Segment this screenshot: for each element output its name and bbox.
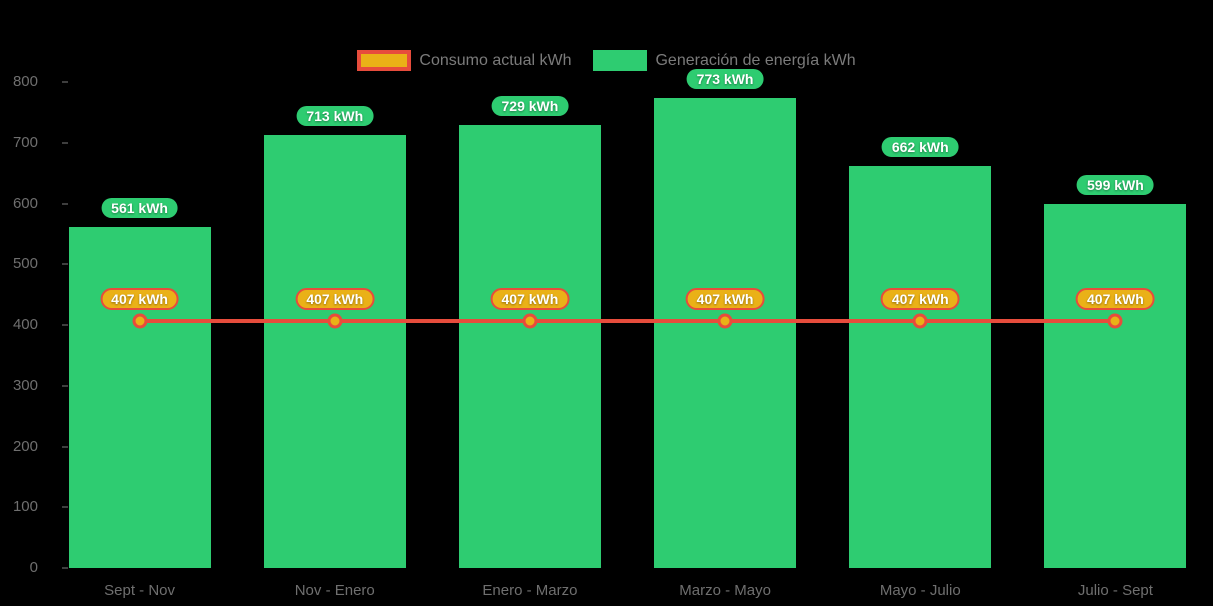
consumo-value-label: 407 kWh [490, 287, 570, 310]
y-axis-tick-label: 0 [29, 559, 38, 576]
y-axis-tick-mark [62, 202, 68, 205]
y-axis-tick-mark [62, 506, 68, 509]
generacion-legend-swatch-icon [593, 50, 648, 71]
generacion-bar[interactable] [263, 134, 406, 568]
x-axis-category-label: Mayo - Julio [879, 582, 961, 599]
chart-legend: Consumo actual kWh Generación de energía… [0, 50, 1213, 71]
generacion-bar[interactable] [68, 227, 211, 568]
y-axis-tick-mark [62, 141, 68, 144]
legend-label-consumo: Consumo actual kWh [419, 51, 572, 69]
y-axis-tick-mark [62, 81, 68, 83]
generacion-value-label: 713 kWh [296, 105, 374, 126]
generacion-bar[interactable] [849, 165, 992, 568]
generacion-bar[interactable] [654, 98, 797, 568]
x-axis-category-label: Sept - Nov [104, 582, 176, 599]
y-axis-tick-label: 600 [12, 194, 38, 212]
y-axis-tick-label: 300 [12, 376, 38, 394]
consumo-value-label: 407 kWh [880, 287, 960, 310]
generacion-bar[interactable] [1044, 204, 1187, 568]
y-axis-tick-label: 400 [12, 316, 38, 333]
generacion-value-label: 662 kWh [881, 136, 959, 157]
y-axis-tick-label: 800 [12, 73, 38, 90]
y-axis-tick-label: 500 [12, 255, 38, 273]
generacion-value-label: 561 kWh [101, 198, 178, 219]
consumo-point[interactable] [132, 313, 148, 329]
consumo-value-label: 407 kWh [295, 287, 375, 310]
consumo-value-label: 407 kWh [100, 287, 179, 310]
consumo-point[interactable] [717, 313, 733, 329]
y-axis-tick-mark [62, 384, 68, 387]
y-axis-tick-mark [62, 324, 68, 326]
generacion-value-label: 773 kWh [686, 69, 764, 90]
generacion-value-label: 599 kWh [1077, 175, 1154, 196]
consumo-point[interactable] [327, 313, 343, 329]
legend-label-generacion: Generación de energía kWh [655, 51, 856, 69]
consumo-point[interactable] [912, 313, 928, 329]
x-axis-category-label: Enero - Marzo [482, 582, 578, 599]
legend-item-generacion[interactable]: Generación de energía kWh [593, 50, 856, 71]
x-axis-category-label: Marzo - Mayo [679, 582, 771, 599]
generacion-value-label: 729 kWh [491, 96, 569, 117]
x-axis-category-label: Julio - Sept [1077, 582, 1153, 599]
y-axis-tick-mark [62, 567, 68, 569]
consumo-value-label: 407 kWh [685, 287, 765, 310]
y-axis-tick-label: 200 [12, 437, 38, 455]
y-axis-tick-mark [62, 445, 68, 448]
consumo-line [139, 318, 1116, 323]
legend-item-consumo[interactable]: Consumo actual kWh [357, 50, 571, 71]
consumo-point[interactable] [1107, 313, 1123, 329]
consumo-legend-swatch-icon [357, 50, 412, 71]
consumo-value-label: 407 kWh [1076, 287, 1155, 310]
y-axis-tick-label: 700 [12, 133, 38, 151]
x-axis-category-label: Nov - Enero [294, 582, 375, 599]
y-axis-tick-mark [62, 263, 68, 266]
y-axis-tick-label: 100 [12, 498, 38, 516]
consumo-point[interactable] [522, 313, 538, 329]
generacion-bar[interactable] [458, 125, 601, 568]
